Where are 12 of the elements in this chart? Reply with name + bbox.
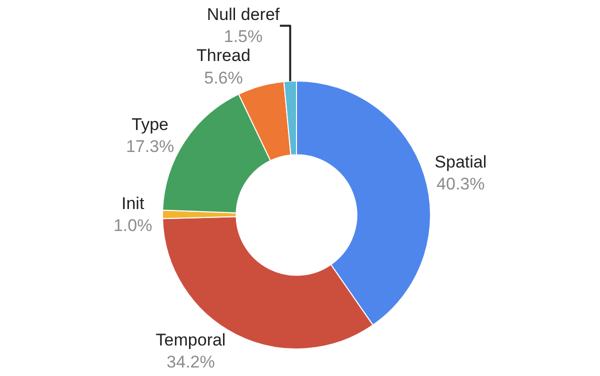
slice-label: Temporal (156, 330, 226, 350)
data-label: 40.3% (436, 174, 485, 194)
data-label: 1.5% (224, 27, 263, 46)
slice-label: Spatial (434, 152, 487, 172)
data-label: 1.0% (113, 216, 152, 235)
slice-label: Init (122, 194, 144, 213)
slice-label: Type (132, 114, 168, 134)
data-label: 34.2% (166, 352, 215, 372)
data-label: 17.3% (126, 136, 174, 156)
slice-label: Thread (196, 46, 250, 66)
data-label: 5.6% (204, 68, 243, 88)
slice-label: Null deref (206, 5, 280, 24)
